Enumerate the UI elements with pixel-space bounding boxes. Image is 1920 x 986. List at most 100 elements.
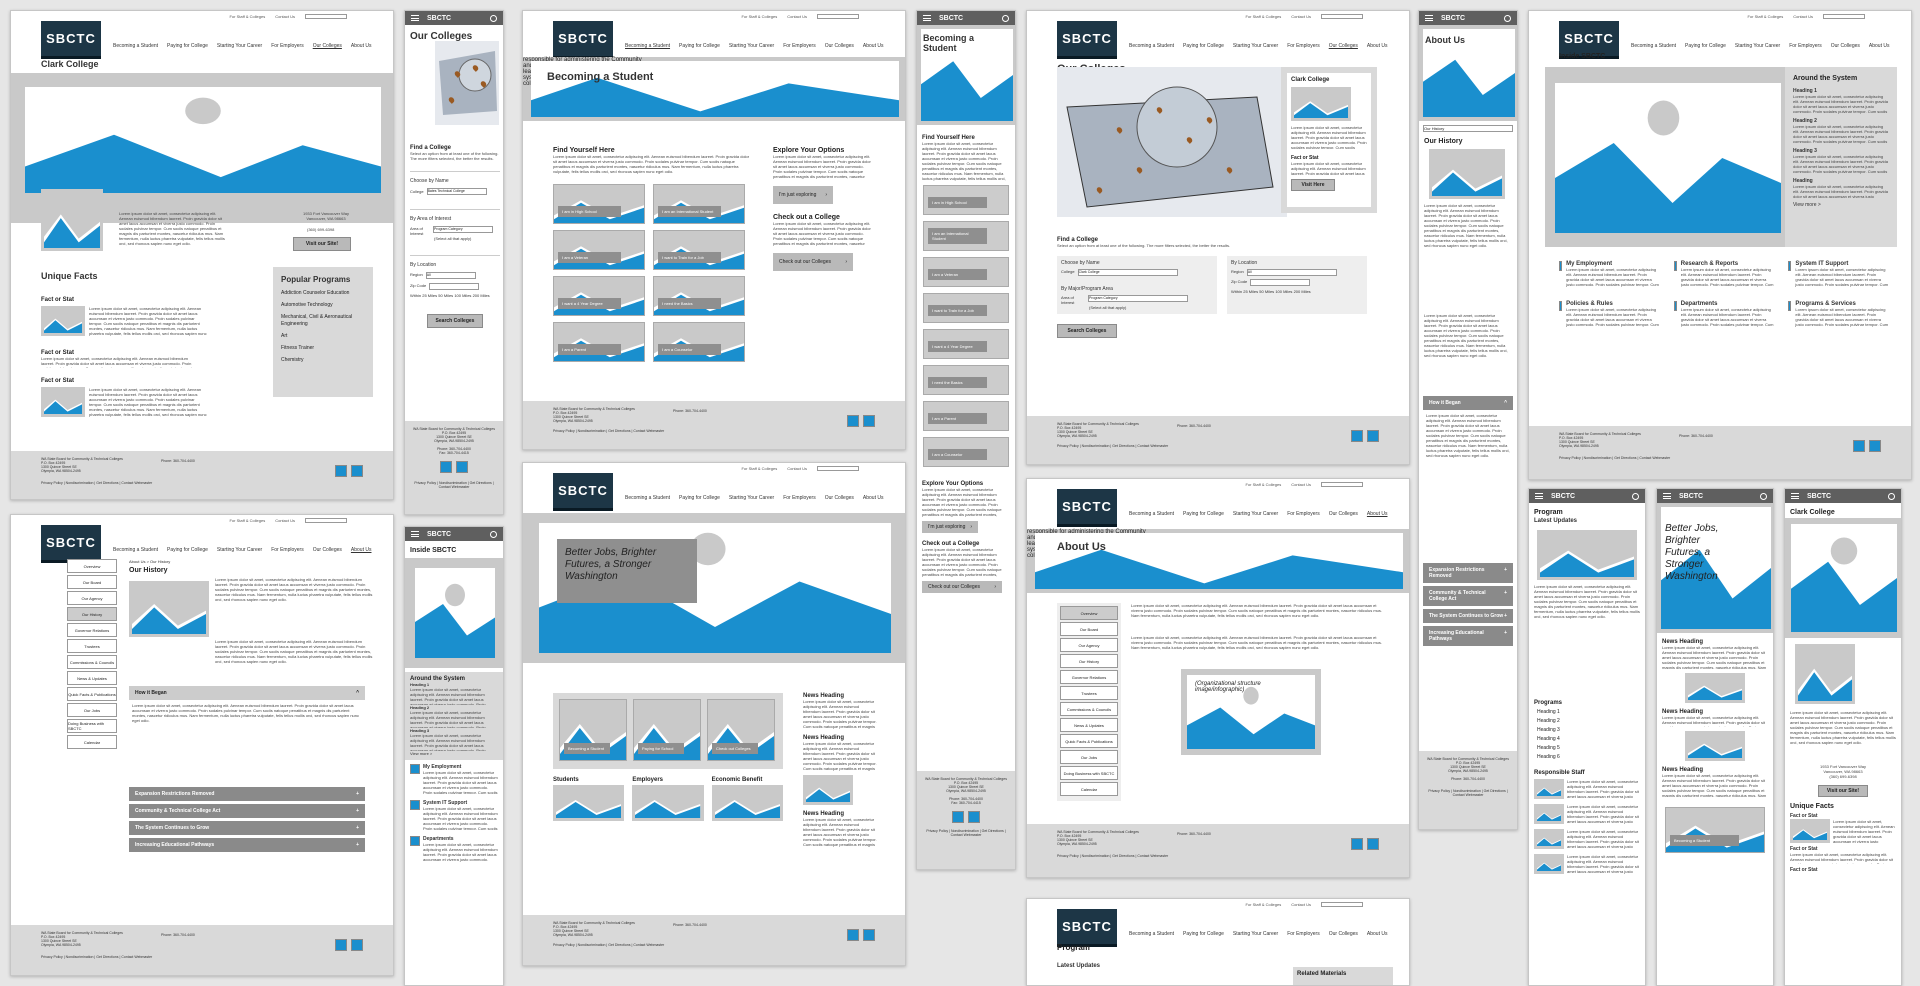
nav-employers[interactable]: For Employers [271, 547, 304, 553]
tile-veteran[interactable]: I am a Veteran [553, 230, 645, 270]
search-input[interactable] [817, 465, 859, 471]
program-item[interactable]: Heading 6 [1537, 754, 1560, 760]
side-nav-calendar[interactable]: Calendar [1060, 782, 1118, 796]
search-icon[interactable] [1760, 492, 1767, 500]
staff-link[interactable]: For Staff & Colleges [741, 13, 778, 19]
nav-employers[interactable]: For Employers [783, 495, 816, 501]
search-icon[interactable] [1002, 14, 1009, 22]
search-icon[interactable] [1888, 492, 1895, 500]
program-link[interactable]: Mechanical, Civil & Aeronautical Enginee… [281, 314, 353, 327]
search-icon[interactable] [490, 14, 497, 22]
nav-employers[interactable]: For Employers [1287, 511, 1320, 517]
search-icon[interactable] [490, 530, 497, 538]
search-input[interactable] [817, 13, 859, 19]
menu-icon[interactable] [1535, 493, 1543, 499]
visit-site-button[interactable]: Visit our Site! [1818, 785, 1868, 797]
nav-colleges[interactable]: Our Colleges [824, 495, 854, 501]
nav-paying[interactable]: Paying for College [679, 495, 720, 501]
search-colleges-button[interactable]: Search Colleges [427, 314, 483, 328]
tile-paying[interactable]: Paying for School [633, 699, 701, 761]
program-item[interactable]: Heading 2 [1537, 718, 1560, 724]
region-select[interactable]: All [1246, 269, 1337, 276]
facebook-icon[interactable] [1351, 430, 1363, 442]
nav-becoming[interactable]: Becoming a Student [625, 495, 671, 501]
contact-link[interactable]: Contact Us [275, 517, 295, 523]
nav-colleges[interactable]: Our Colleges [312, 547, 342, 553]
side-nav-trustees[interactable]: Trustees [67, 639, 117, 653]
nav-colleges[interactable]: Our Colleges [824, 43, 854, 49]
sbctc-logo[interactable]: SBCTC [1057, 21, 1117, 59]
nav-about[interactable]: About Us [1366, 931, 1388, 937]
side-nav-governor[interactable]: Governor Relations [1060, 670, 1118, 684]
nav-about[interactable]: About Us [1868, 43, 1890, 49]
side-nav-news[interactable]: News & Updates [1060, 718, 1118, 732]
nav-about[interactable]: About Us [862, 495, 884, 501]
college-select[interactable]: Clark College [1077, 269, 1178, 276]
visit-here-button[interactable]: Visit Here [1291, 179, 1335, 191]
menu-icon[interactable] [1425, 15, 1433, 21]
menu-icon[interactable] [411, 531, 419, 537]
accordion-act[interactable]: Community & Technical College Act + [1423, 586, 1513, 606]
side-nav-history[interactable]: Our History [1060, 654, 1118, 668]
nav-paying[interactable]: Paying for College [1183, 43, 1224, 49]
contact-link[interactable]: Contact Us [1291, 13, 1311, 19]
facebook-icon[interactable] [847, 415, 859, 427]
staff-link[interactable]: For Staff & Colleges [1245, 13, 1282, 19]
footer-links[interactable]: Privacy Policy | Nondiscrimination | Get… [1428, 789, 1508, 797]
program-link[interactable]: Addiction Counselor Education [281, 290, 350, 296]
footer-links[interactable]: Privacy Policy | Nondiscrimination | Get… [41, 955, 153, 959]
nav-career[interactable]: Starting Your Career [216, 43, 263, 49]
program-item[interactable]: Heading 4 [1537, 736, 1560, 742]
side-nav-overview[interactable]: Overview [1060, 606, 1118, 620]
sbctc-logo[interactable]: SBCTC [41, 525, 101, 563]
side-nav-commissions[interactable]: Commissions & Councils [1060, 702, 1118, 716]
card-programs[interactable]: Programs & Services Lorem ipsum dolor sit… [1788, 301, 1889, 327]
facebook-icon[interactable] [1853, 440, 1865, 452]
contact-link[interactable]: Contact Us [1793, 13, 1813, 19]
nav-about[interactable]: About Us [1366, 511, 1388, 517]
nav-career[interactable]: Starting Your Career [728, 495, 775, 501]
side-nav-business[interactable]: Doing Business with SBCTC [1060, 766, 1118, 780]
twitter-icon[interactable] [863, 929, 875, 941]
tile-veteran[interactable]: I am a Veteran [923, 257, 1009, 287]
view-more-link[interactable]: View more > [1793, 202, 1821, 208]
menu-icon[interactable] [923, 15, 931, 21]
staff-link[interactable]: For Staff & Colleges [229, 13, 266, 19]
program-link[interactable]: Fitness Trainer [281, 345, 315, 351]
contact-link[interactable]: Contact Us [1291, 901, 1311, 907]
footer-links[interactable]: Privacy Policy | Nondiscrimination | Get… [1057, 854, 1169, 858]
program-item[interactable]: Heading 3 [1537, 727, 1560, 733]
footer-links[interactable]: Privacy Policy | Nondiscrimination | Get… [41, 481, 153, 485]
nav-becoming[interactable]: Becoming a Student [113, 547, 159, 553]
area-select[interactable]: Program Category [433, 226, 493, 233]
tile-check-colleges[interactable]: Check out Colleges [707, 699, 775, 761]
side-nav-business[interactable]: Doing Business with SBCTC [67, 719, 117, 733]
nav-becoming[interactable]: Becoming a Student [1631, 43, 1677, 49]
side-nav-board[interactable]: Our Board [1060, 622, 1118, 636]
staff-link[interactable]: For Staff & Colleges [741, 465, 778, 471]
twitter-icon[interactable] [1367, 838, 1379, 850]
sbctc-logo[interactable]: SBCTC [41, 21, 101, 59]
nav-becoming[interactable]: Becoming a Student [625, 43, 671, 49]
visit-site-button[interactable]: Visit our Site! [293, 237, 351, 251]
view-more-link[interactable]: View more > [410, 751, 433, 756]
twitter-icon[interactable] [351, 465, 363, 477]
footer-links[interactable]: Privacy Policy | Nondiscrimination | Get… [553, 429, 665, 433]
nav-paying[interactable]: Paying for College [1685, 43, 1726, 49]
nav-career[interactable]: Starting Your Career [1232, 43, 1279, 49]
accordion-system-grow[interactable]: The System Continues to Grow + [1423, 609, 1513, 623]
region-select[interactable]: All [425, 272, 476, 279]
tile-counselor[interactable]: I am a Counselor [653, 322, 745, 362]
search-icon[interactable] [1632, 492, 1639, 500]
side-nav-jobs[interactable]: Our Jobs [67, 703, 117, 717]
search-icon[interactable] [1504, 14, 1511, 22]
program-item[interactable]: Heading 1 [1537, 709, 1560, 715]
card-departments[interactable]: Departments Lorem ipsum dolor sit amet, c… [1673, 301, 1775, 327]
tile-train-job[interactable]: I want to Train for a Job [923, 293, 1009, 323]
nav-paying[interactable]: Paying for College [1183, 511, 1224, 517]
just-exploring-button[interactable]: I'm just exploring › [922, 521, 978, 533]
nav-colleges[interactable]: Our Colleges [1328, 511, 1358, 517]
search-input[interactable] [1321, 481, 1363, 487]
tile-parent[interactable]: I am a Parent [923, 401, 1009, 431]
tile-international[interactable]: I am an International Student [653, 184, 745, 224]
